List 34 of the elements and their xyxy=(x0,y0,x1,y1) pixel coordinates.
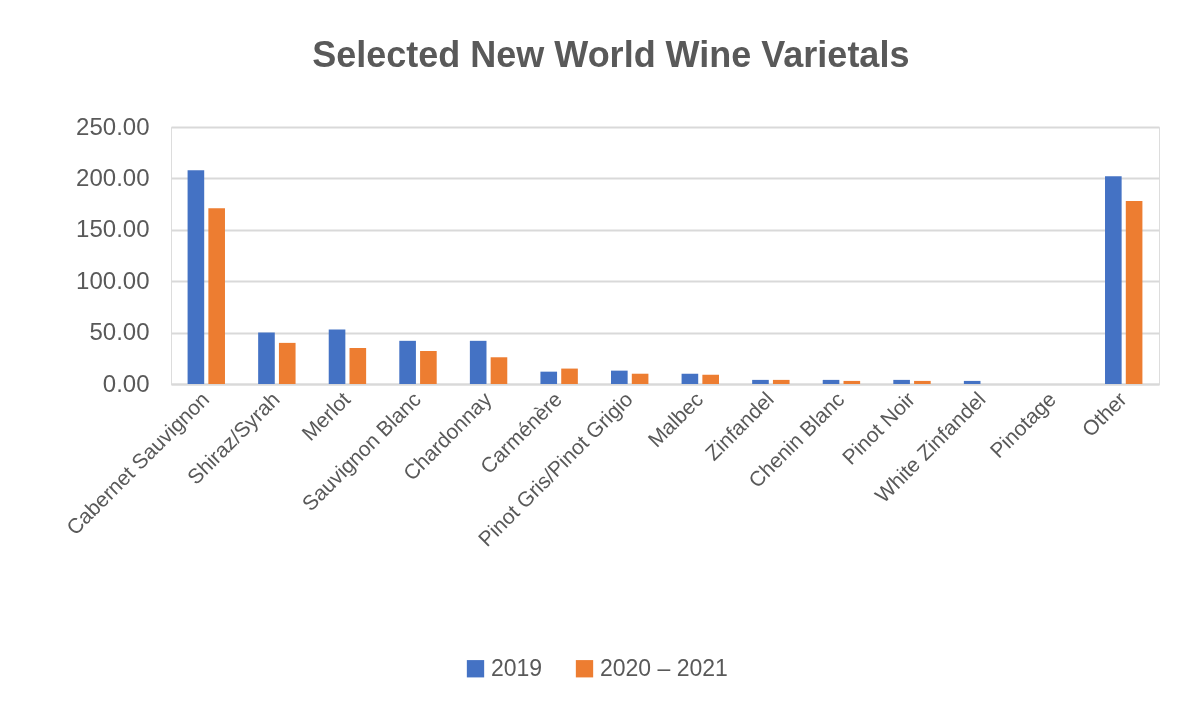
bar xyxy=(772,379,790,384)
bar xyxy=(822,379,840,384)
bar xyxy=(420,351,437,384)
y-tick-label: 150.00 xyxy=(76,215,150,243)
bar xyxy=(631,373,649,384)
bar xyxy=(681,373,699,384)
y-tick-label: 250.00 xyxy=(76,112,150,140)
y-tick-label: 200.00 xyxy=(76,163,150,191)
y-tick-label: 50.00 xyxy=(89,318,150,346)
bar xyxy=(963,380,981,384)
bar xyxy=(490,357,508,384)
y-tick-label: 0.00 xyxy=(102,369,150,397)
bar xyxy=(349,348,367,384)
bar xyxy=(611,370,628,384)
bar xyxy=(278,342,296,384)
bar xyxy=(752,379,769,384)
bar xyxy=(258,332,275,384)
bar xyxy=(561,368,578,384)
bar xyxy=(540,371,558,384)
bar xyxy=(1125,201,1143,384)
bar xyxy=(1105,176,1122,384)
bar xyxy=(914,380,931,384)
bar xyxy=(208,208,225,384)
bar xyxy=(187,170,205,384)
chart-title: Selected New World Wine Varietals xyxy=(312,34,910,75)
bar xyxy=(893,379,910,384)
bar xyxy=(702,374,719,384)
y-tick-label: 100.00 xyxy=(76,266,150,294)
bar xyxy=(843,380,861,384)
legend-label: 2019 xyxy=(491,654,543,681)
bar xyxy=(328,329,346,384)
legend-label: 2020 – 2021 xyxy=(600,654,728,681)
bar xyxy=(469,340,487,384)
bar xyxy=(399,340,416,384)
